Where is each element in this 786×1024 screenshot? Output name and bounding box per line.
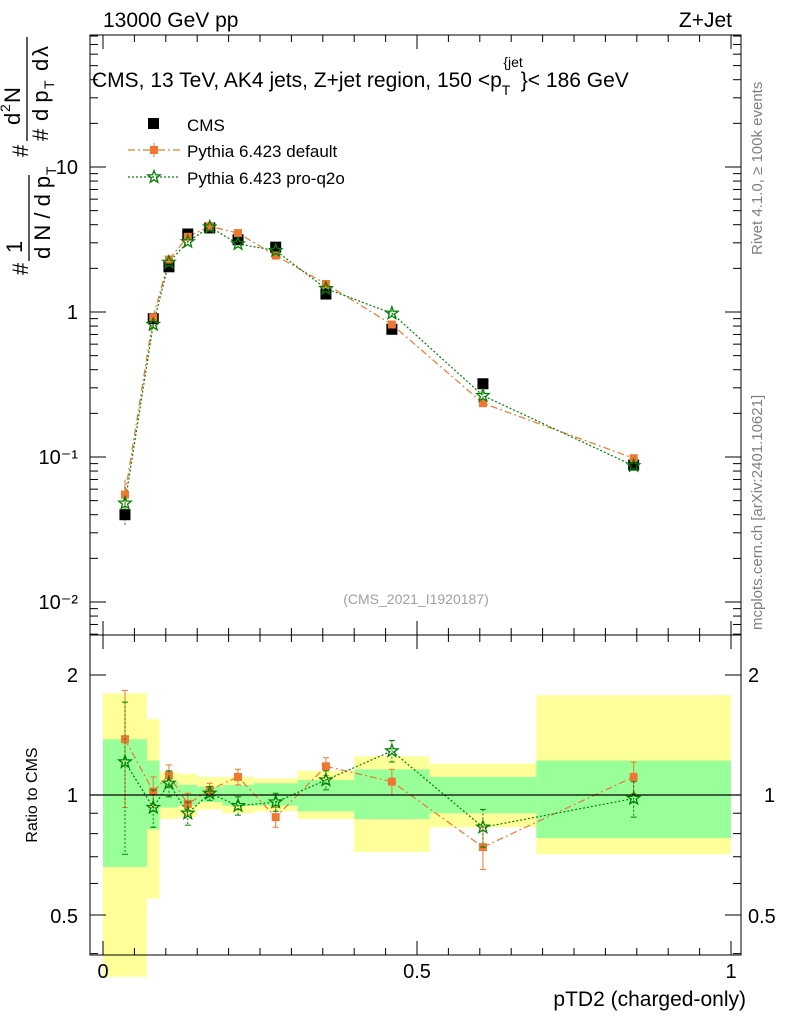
default-point bbox=[387, 320, 396, 329]
ratio-proq2o-point bbox=[625, 790, 642, 806]
ratio-proq2o-point bbox=[318, 771, 334, 787]
legend-marker-cms bbox=[148, 118, 159, 129]
svg-text:d: d bbox=[28, 59, 53, 71]
proq2o-point bbox=[201, 218, 218, 234]
main-series-group bbox=[117, 218, 642, 526]
rivet-label: Rivet 4.1.0, ≥ 100k events bbox=[749, 82, 766, 255]
header-right: Z+Jet bbox=[679, 9, 732, 32]
svg-text:#: # bbox=[28, 128, 53, 141]
ratio-tick-label-2-right: 2 bbox=[748, 665, 759, 687]
cms-point bbox=[320, 288, 332, 300]
ratio-proq2o-point bbox=[161, 774, 177, 790]
proq2o-point bbox=[161, 253, 177, 270]
ratio-proq2o-point bbox=[475, 818, 491, 834]
proq2o-point bbox=[145, 316, 162, 332]
x-tick-label-1: 1 bbox=[725, 961, 736, 983]
ratio-default-point bbox=[629, 772, 638, 781]
main-line-proq2o bbox=[124, 226, 634, 504]
legend-label-proq2o: Pythia 6.423 pro-q2o bbox=[187, 169, 345, 188]
ratio-proq2o-point bbox=[230, 797, 246, 813]
x-tick-label-0: 0 bbox=[97, 961, 108, 983]
analysis-tag: (CMS_2021_I1920187) bbox=[343, 591, 489, 607]
svg-text:d p: d p bbox=[28, 90, 53, 121]
default-point bbox=[120, 490, 129, 499]
y-axis-title: # 1 d N / d p T # d 2 N # d p T d λ bbox=[0, 37, 59, 275]
svg-text:d N / d p: d N / d p bbox=[30, 176, 55, 259]
ratio-tick-label-0p5: 0.5 bbox=[50, 906, 78, 928]
cms-point bbox=[270, 241, 282, 253]
ratio-default-point bbox=[271, 813, 280, 822]
ratio-tick-label-0p5-right: 0.5 bbox=[748, 906, 776, 928]
ratio-default-point bbox=[321, 762, 330, 771]
y-tick-label-0p01: 10⁻² bbox=[39, 592, 79, 614]
cms-point bbox=[163, 261, 175, 273]
ratio-default-point bbox=[234, 772, 243, 781]
ratio-uncertainty-bands bbox=[103, 693, 731, 977]
x-axis-title: pTD2 (charged-only) bbox=[553, 988, 746, 1011]
default-point bbox=[271, 251, 280, 260]
svg-text:d: d bbox=[0, 113, 25, 125]
default-point bbox=[205, 222, 214, 231]
proq2o-point bbox=[383, 304, 400, 320]
ratio-series-group bbox=[117, 689, 642, 871]
ratio-proq2o-point bbox=[267, 793, 284, 809]
svg-text:#: # bbox=[8, 262, 33, 275]
svg-text:λ: λ bbox=[28, 46, 53, 57]
svg-text:#: # bbox=[8, 144, 33, 157]
ratio-axis-title: Ratio to CMS bbox=[24, 747, 41, 842]
cms-point bbox=[386, 323, 398, 335]
ratio-proq2o-point bbox=[117, 753, 133, 769]
ratio-proq2o-point bbox=[179, 804, 196, 820]
proq2o-point bbox=[179, 233, 196, 249]
svg-text:1: 1 bbox=[2, 241, 27, 253]
legend: CMS Pythia 6.423 default Pythia 6.423 pr… bbox=[128, 116, 345, 188]
legend-marker-proq2o bbox=[146, 168, 162, 184]
legend-label-cms: CMS bbox=[187, 116, 225, 135]
cms-point bbox=[119, 509, 131, 521]
cms-point bbox=[628, 459, 640, 471]
ratio-proq2o-point bbox=[145, 799, 162, 815]
svg-text:T: T bbox=[43, 166, 59, 175]
ratio-tick-label-2: 2 bbox=[67, 665, 78, 687]
proq2o-point bbox=[625, 457, 642, 473]
ratio-tick-label-1-right: 1 bbox=[764, 785, 775, 807]
chart-title: CMS, 13 TeV, AK4 jets, Z+jet region, 150… bbox=[92, 54, 629, 98]
y-tick-label-10: 10 bbox=[56, 157, 78, 179]
y-tick-label-0p1: 10⁻¹ bbox=[39, 447, 79, 469]
ratio-default-point bbox=[387, 777, 396, 786]
legend-markers bbox=[128, 118, 180, 184]
default-point bbox=[478, 399, 487, 408]
y-tick-labels: 10 1 10⁻¹ 10⁻² bbox=[39, 157, 79, 614]
proq2o-point bbox=[475, 387, 491, 403]
default-point bbox=[234, 229, 243, 238]
svg-text:N: N bbox=[0, 87, 25, 103]
y-tick-label-1: 1 bbox=[67, 302, 78, 324]
ratio-default-point bbox=[205, 785, 214, 794]
ratio-tick-label-1: 1 bbox=[67, 785, 78, 807]
ratio-proq2o-point bbox=[201, 784, 218, 800]
cms-point bbox=[477, 378, 489, 390]
proq2o-point bbox=[230, 235, 246, 251]
svg-text:2: 2 bbox=[0, 104, 13, 112]
default-point bbox=[164, 255, 173, 264]
proq2o-point bbox=[318, 280, 334, 296]
proq2o-point bbox=[267, 242, 284, 258]
x-tick-label-0p5: 0.5 bbox=[403, 961, 431, 983]
axes-group bbox=[90, 35, 741, 955]
svg-text:T: T bbox=[41, 80, 57, 89]
proq2o-point bbox=[117, 494, 133, 510]
ratio-proq2o-point bbox=[383, 742, 400, 758]
mcplots-label: mcplots.cern.ch [arXiv:2401.10621] bbox=[749, 395, 766, 630]
header-left: 13000 GeV pp bbox=[103, 9, 238, 32]
legend-label-default: Pythia 6.423 default bbox=[187, 142, 338, 161]
main-line-default bbox=[124, 225, 634, 495]
cms-point bbox=[232, 234, 244, 246]
ratio-line-proq2o bbox=[124, 750, 634, 828]
legend-marker-default bbox=[150, 146, 158, 154]
